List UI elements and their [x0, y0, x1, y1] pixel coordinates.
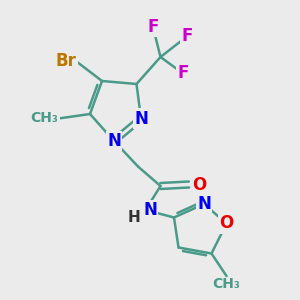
Text: N: N — [143, 201, 157, 219]
Text: CH₃: CH₃ — [213, 278, 240, 292]
Text: H: H — [128, 210, 140, 225]
Text: CH₃: CH₃ — [31, 112, 58, 125]
Text: N: N — [134, 110, 148, 128]
Text: O: O — [219, 214, 234, 232]
Text: F: F — [177, 64, 189, 82]
Text: N: N — [107, 132, 121, 150]
Text: F: F — [147, 18, 159, 36]
Text: F: F — [182, 27, 193, 45]
Text: Br: Br — [56, 52, 76, 70]
Text: O: O — [192, 176, 206, 194]
Text: N: N — [197, 195, 211, 213]
